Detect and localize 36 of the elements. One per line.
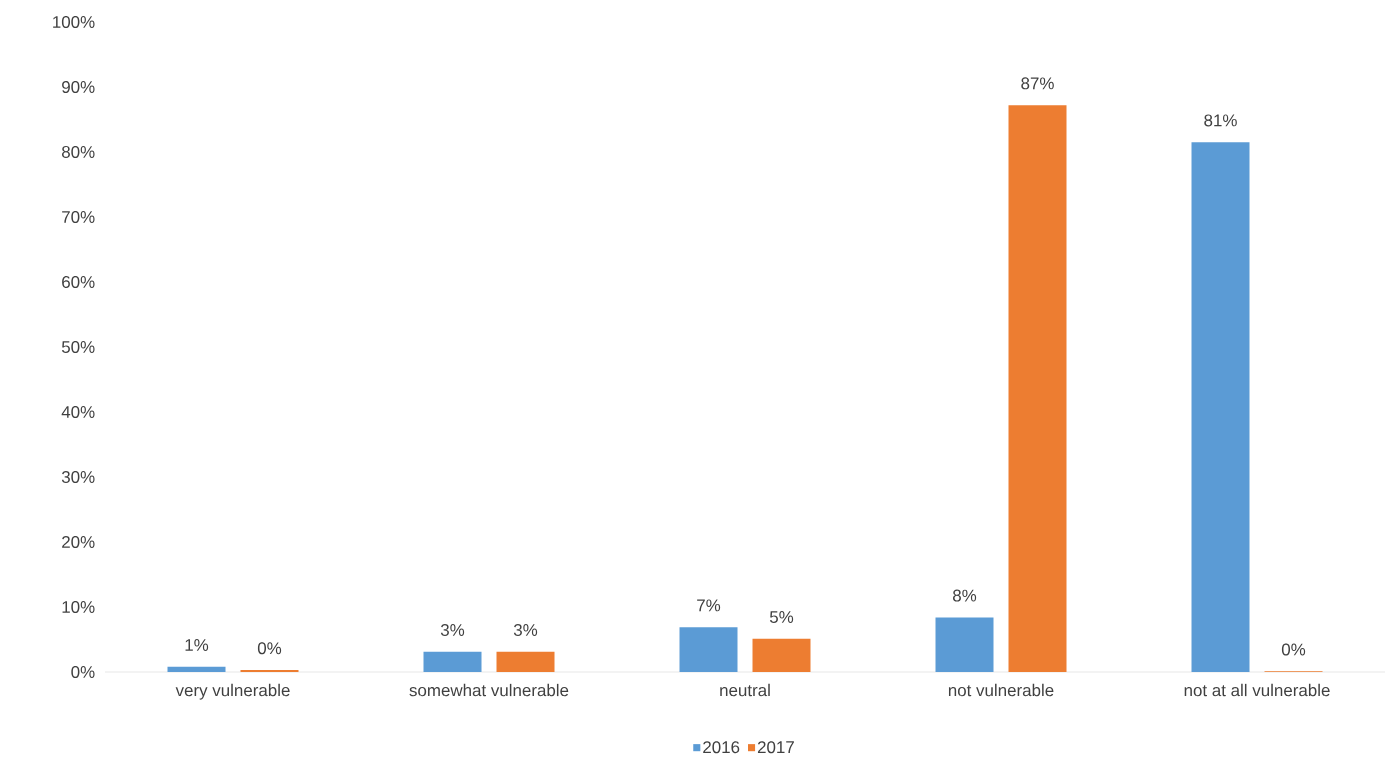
bar <box>1191 142 1250 672</box>
data-label: 81% <box>1204 114 1237 127</box>
data-label: 3% <box>513 624 538 637</box>
bar <box>1008 105 1067 672</box>
y-tick-label: 30% <box>61 471 95 483</box>
data-label: 3% <box>440 624 465 637</box>
x-tick-label: somewhat vulnerable <box>409 683 569 697</box>
x-tick-label: neutral <box>720 683 770 697</box>
bar <box>496 651 555 672</box>
bar <box>935 617 994 672</box>
bar <box>423 651 482 672</box>
bar <box>167 666 226 672</box>
y-tick-label: 0% <box>71 666 95 678</box>
y-tick-label: 100% <box>53 15 95 28</box>
x-tick-label: very vulnerable <box>175 683 290 700</box>
bar <box>679 627 738 672</box>
legend-label: 2017 <box>757 741 794 754</box>
data-label: 7% <box>697 599 721 612</box>
y-tick-label: 80% <box>61 146 95 158</box>
data-label: 87% <box>1021 77 1054 90</box>
y-tick-label: 90% <box>62 80 95 93</box>
y-tick-label: 70% <box>62 211 95 223</box>
data-label: 0% <box>1281 643 1306 656</box>
y-tick-label: 10% <box>62 601 95 613</box>
y-tick-label: 50% <box>61 341 95 353</box>
data-label: 8% <box>953 589 977 602</box>
data-label: 1% <box>185 639 209 651</box>
y-tick-label: 20% <box>62 536 95 548</box>
y-tick-label: 40% <box>61 406 95 418</box>
y-tick-label: 60% <box>62 276 95 288</box>
x-tick-label: not vulnerable <box>948 683 1054 697</box>
bar <box>752 638 811 672</box>
data-label: 0% <box>257 642 282 655</box>
data-label: 5% <box>769 611 794 624</box>
x-tick-label: not at all vulnerable <box>1184 683 1330 697</box>
legend-label: 2016 <box>703 741 740 754</box>
